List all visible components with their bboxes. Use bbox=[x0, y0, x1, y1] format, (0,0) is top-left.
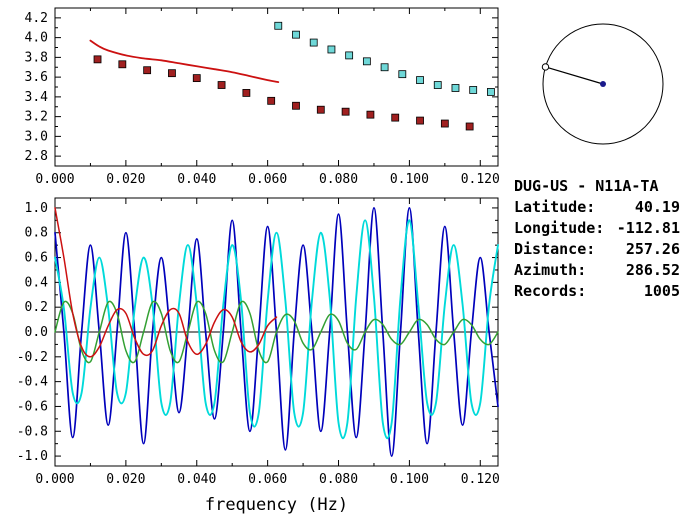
waveforms-series-green-trace bbox=[54, 300, 499, 364]
x-tick-label: 0.040 bbox=[177, 472, 216, 487]
waveforms-series-blue-trace bbox=[54, 207, 499, 457]
y-tick-label: 0.6 bbox=[25, 251, 48, 266]
y-tick-label: 3.2 bbox=[25, 110, 48, 125]
azimuth-dial-graphic bbox=[541, 23, 664, 145]
info-row-longitude: Longitude: -112.81 bbox=[514, 218, 680, 239]
x-tick-label: 0.020 bbox=[106, 172, 145, 187]
x-tick-label: 0.120 bbox=[461, 172, 500, 187]
dispersion-axes bbox=[54, 7, 499, 167]
distance-label: Distance: bbox=[514, 240, 596, 258]
x-axis-title: frequency (Hz) bbox=[205, 495, 348, 515]
waveforms-series-red-trace bbox=[54, 207, 278, 358]
longitude-label: Longitude: bbox=[514, 219, 605, 237]
x-tick-label: 0.060 bbox=[248, 172, 287, 187]
y-tick-label: 4.0 bbox=[25, 31, 48, 46]
x-tick-label: 0.100 bbox=[390, 472, 429, 487]
y-tick-label: 0.4 bbox=[25, 275, 49, 290]
distance-value: 257.26 bbox=[625, 240, 680, 258]
info-row-azimuth: Azimuth: 286.52 bbox=[514, 260, 680, 281]
dispersion-series-cyan-squares bbox=[274, 21, 495, 96]
y-tick-label: -0.8 bbox=[17, 424, 48, 439]
x-tick-label: 0.080 bbox=[319, 472, 358, 487]
y-tick-label: 1.0 bbox=[25, 201, 48, 216]
y-tick-label: 3.0 bbox=[25, 129, 48, 144]
dispersion-ticks bbox=[54, 8, 498, 166]
x-tick-label: 0.000 bbox=[35, 472, 74, 487]
station-pair-title: DUG-US - N11A-TA bbox=[514, 177, 659, 195]
y-tick-label: 2.8 bbox=[25, 149, 48, 164]
y-tick-label: 4.2 bbox=[25, 11, 48, 26]
records-value: 1005 bbox=[643, 282, 680, 300]
azimuth-dial bbox=[541, 23, 664, 145]
y-tick-label: 3.4 bbox=[25, 90, 49, 105]
records-label: Records: bbox=[514, 282, 587, 300]
dial-center-dot bbox=[600, 81, 606, 87]
info-row-records: Records: 1005 bbox=[514, 281, 680, 302]
dispersion-series-red-curve bbox=[89, 39, 280, 83]
azimuth-edge-marker bbox=[541, 63, 550, 71]
y-tick-label: -0.2 bbox=[17, 350, 48, 365]
info-row-latitude: Latitude: 40.19 bbox=[514, 197, 680, 218]
azimuth-label: Azimuth: bbox=[514, 261, 587, 279]
waveforms-tick-labels: 0.000 0.020 0.040 0.060 0.080 0.100 0.120 1.0 0.… bbox=[17, 201, 500, 487]
x-tick-label: 0.100 bbox=[390, 172, 429, 187]
y-tick-label: 3.6 bbox=[25, 70, 48, 85]
x-tick-label: 0.000 bbox=[35, 172, 74, 187]
azimuth-value: 286.52 bbox=[625, 261, 680, 279]
dispersion-tick-labels: 0.000 0.020 0.040 0.060 0.080 0.100 0.120 2.8 3.… bbox=[25, 11, 500, 187]
y-tick-label: 0.2 bbox=[25, 300, 48, 315]
y-tick-label: 0.8 bbox=[25, 226, 48, 241]
longitude-value: -112.81 bbox=[616, 219, 680, 237]
x-tick-label: 0.020 bbox=[106, 472, 145, 487]
x-tick-label: 0.060 bbox=[248, 472, 287, 487]
info-row-distance: Distance: 257.26 bbox=[514, 239, 680, 260]
y-tick-label: -1.0 bbox=[17, 449, 48, 464]
latitude-value: 40.19 bbox=[634, 198, 680, 216]
station-info-panel: DUG-US - N11A-TA Latitude: 40.19 Longitu… bbox=[514, 176, 680, 302]
y-tick-label: -0.6 bbox=[17, 399, 48, 414]
azimuth-line bbox=[545, 66, 604, 85]
x-tick-label: 0.080 bbox=[319, 172, 358, 187]
x-tick-label: 0.120 bbox=[461, 472, 500, 487]
latitude-label: Latitude: bbox=[514, 198, 596, 216]
waveforms-series-cyan-trace bbox=[54, 219, 499, 440]
y-tick-label: 3.8 bbox=[25, 50, 48, 65]
x-tick-label: 0.040 bbox=[177, 172, 216, 187]
dispersion-plot: 0.000 0.020 0.040 0.060 0.080 0.100 0.120 2.8 3.… bbox=[25, 7, 500, 187]
waveform-plot: 0.000 0.020 0.040 0.060 0.080 0.100 0.120 1.0 0.… bbox=[17, 197, 500, 515]
y-tick-label: 0.0 bbox=[25, 325, 48, 340]
dispersion-series-red-squares bbox=[93, 55, 474, 131]
dial-circle bbox=[542, 23, 664, 145]
y-tick-label: -0.4 bbox=[17, 375, 48, 390]
